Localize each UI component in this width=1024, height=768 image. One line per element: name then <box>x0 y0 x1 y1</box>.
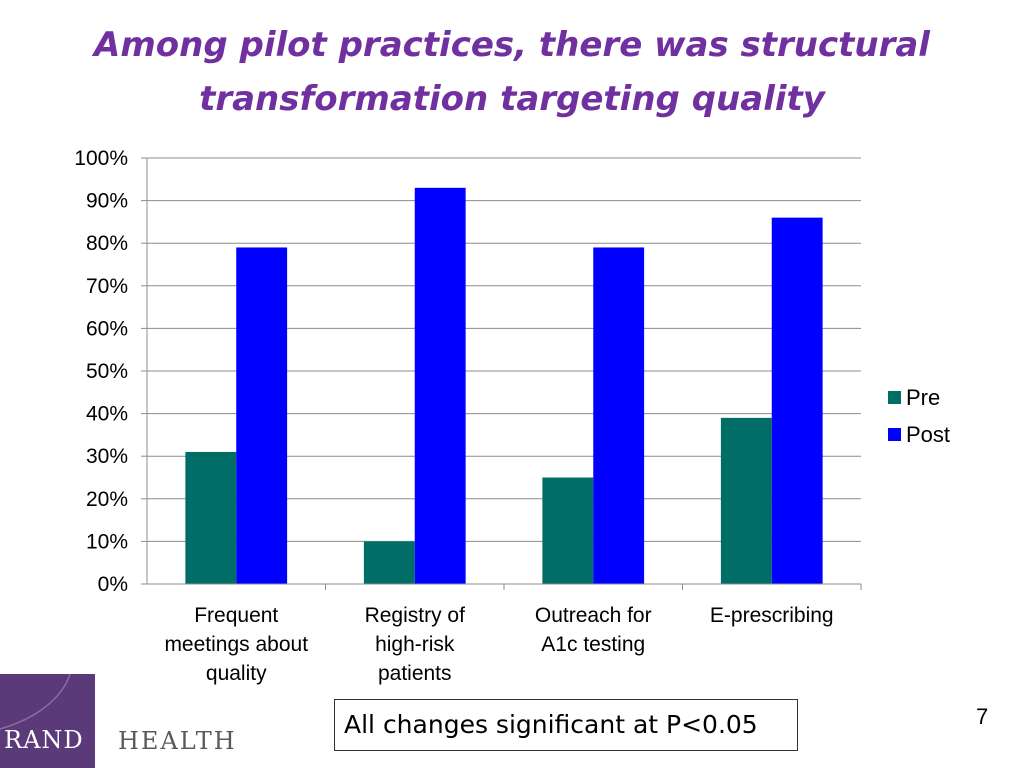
y-tick-label: 40% <box>86 403 128 426</box>
y-axis-tick-labels: 0% 10% 20% 30% 40% 50% 60% 70% 80% 90% 100% <box>74 147 128 596</box>
bar-pre <box>363 541 415 584</box>
logo-swoosh-icon <box>0 674 71 730</box>
y-tick-label: 50% <box>86 360 128 383</box>
bar-pre <box>185 451 237 584</box>
rand-logo: RAND <box>0 674 95 768</box>
y-tick-label: 30% <box>86 445 128 468</box>
y-tick-label: 90% <box>86 190 128 213</box>
legend-label-post: Post <box>906 422 950 447</box>
bar-pre <box>542 477 594 584</box>
x-category-label: Outreach for <box>535 604 652 627</box>
y-tick-label: 80% <box>86 232 128 255</box>
x-category-label: Registry of <box>365 604 466 627</box>
bar-post <box>771 217 823 584</box>
legend-label-pre: Pre <box>906 385 940 410</box>
x-category-label: high-risk <box>375 633 455 656</box>
y-tick-label: 0% <box>98 573 128 596</box>
bar-chart: 0% 10% 20% 30% 40% 50% 60% 70% 80% 90% 100% Freque… <box>74 147 950 685</box>
y-tick-label: 100% <box>74 147 128 170</box>
axes <box>141 157 862 590</box>
bar-post <box>414 187 466 584</box>
x-category-label: quality <box>206 662 267 685</box>
bars <box>185 187 823 584</box>
legend-swatch-pre <box>888 391 901 404</box>
slide-title: Among pilot practices, there was structu… <box>94 25 930 119</box>
y-tick-label: 20% <box>86 488 128 511</box>
y-tick-label: 10% <box>86 530 128 553</box>
x-category-label: Frequent <box>194 604 278 627</box>
x-category-label: A1c testing <box>541 633 645 656</box>
x-category-label: E-prescribing <box>710 604 834 627</box>
x-category-label: meetings about <box>164 633 308 656</box>
bar-pre <box>720 417 772 584</box>
significance-note: All changes significant at P<0.05 <box>334 699 798 751</box>
x-axis-category-labels: Frequent meetings about quality Registry of… <box>164 604 833 685</box>
y-tick-label: 60% <box>86 317 128 340</box>
legend-swatch-post <box>888 428 901 441</box>
logo-health-text: HEALTH <box>118 727 237 755</box>
legend: Pre Post <box>888 385 950 447</box>
bar-post <box>593 247 645 584</box>
bar-post <box>236 247 288 584</box>
logo-rand-text: RAND <box>4 726 84 754</box>
y-tick-label: 70% <box>86 275 128 298</box>
page-number: 7 <box>976 704 989 729</box>
x-category-label: patients <box>378 662 452 685</box>
